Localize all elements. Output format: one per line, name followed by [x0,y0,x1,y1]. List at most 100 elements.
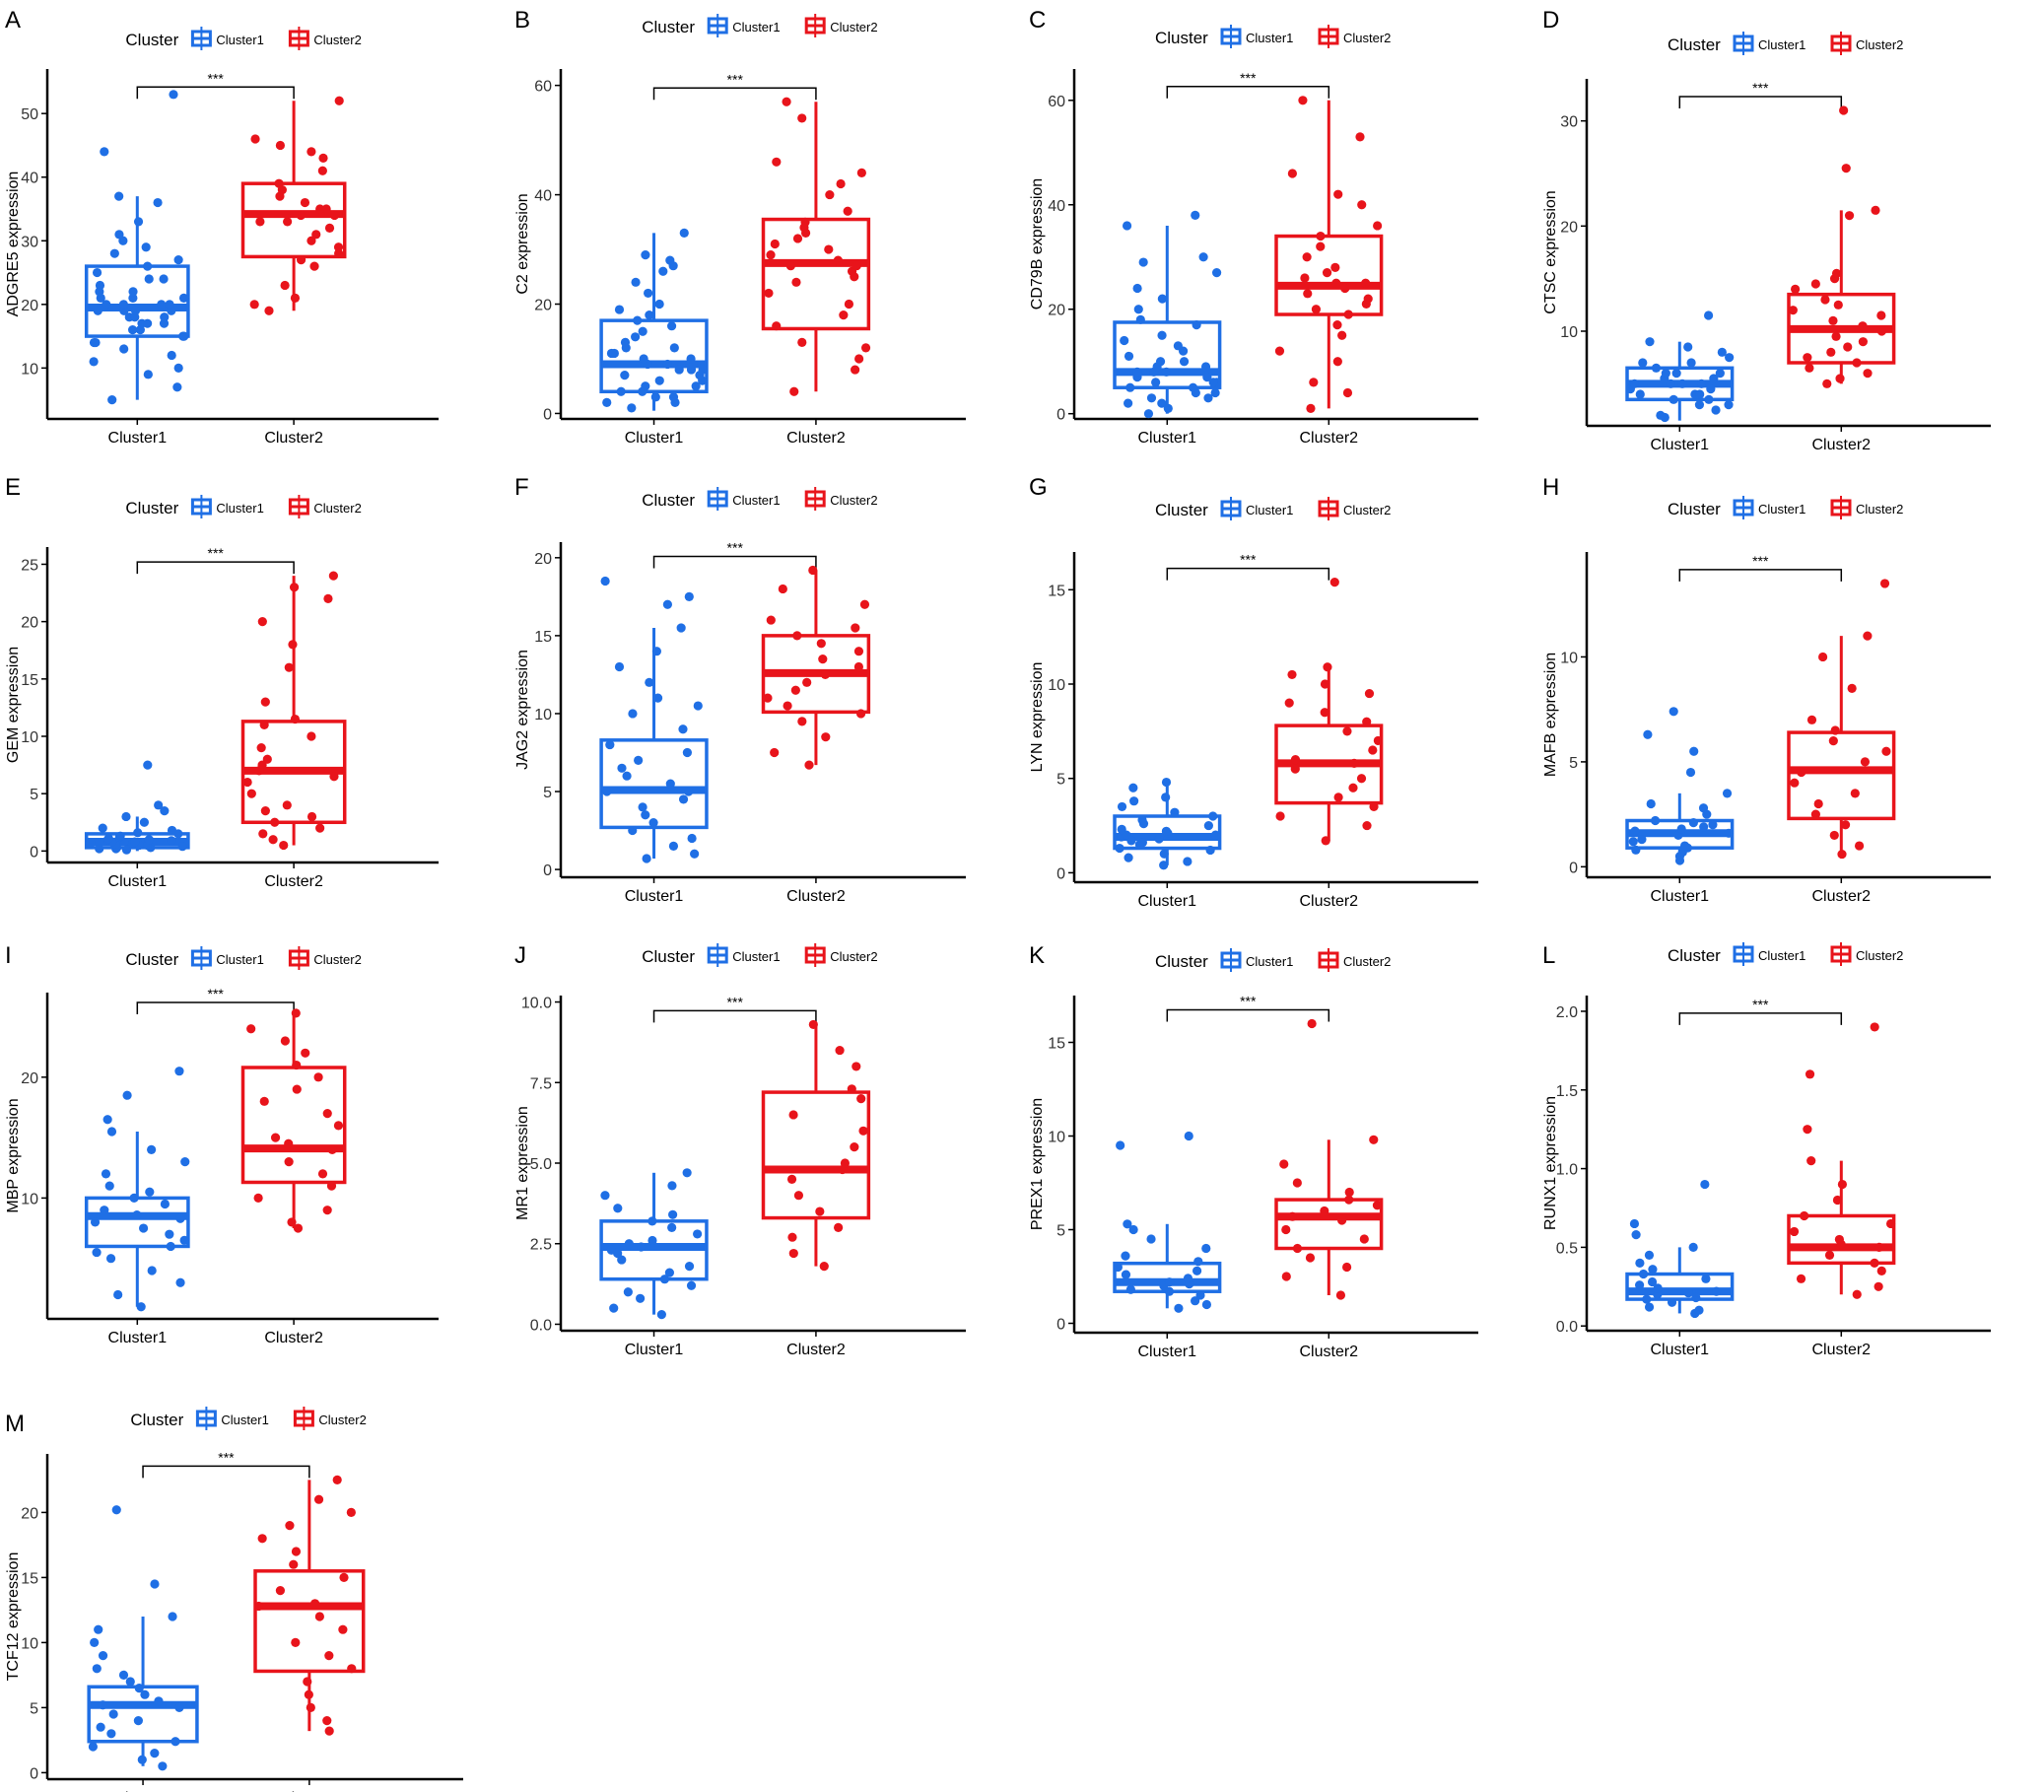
data-point [1159,849,1169,859]
data-point [284,662,294,672]
data-point [770,747,780,758]
legend: Cluster Cluster1 Cluster2 [1668,32,1903,55]
panel-d: D Cluster Cluster1 Cluster2 10 20 30 CTSC expre… [1542,7,1991,453]
data-point [147,1144,157,1154]
data-point [1363,294,1373,304]
data-point [1157,398,1167,408]
data-point [851,623,860,633]
data-point [1841,164,1851,173]
box-cluster2 [253,1475,366,1736]
data-point [1870,1022,1879,1032]
data-point [1835,374,1845,383]
data-point [1790,778,1800,788]
data-point [274,178,284,188]
legend-label: Cluster2 [1343,503,1391,517]
panel-l: L Cluster Cluster1 Cluster2 0.0 0.5 1.0 1.5 2.0 R… [1542,942,1991,1358]
data-point [114,191,124,201]
y-tick-label: 1.5 [1556,1083,1578,1100]
data-point [1320,708,1329,718]
y-tick-label: 10 [1560,650,1578,666]
y-tick-label: 10 [21,1635,38,1652]
data-point [1120,335,1129,346]
data-point [639,354,648,364]
box-iqr [240,1066,347,1185]
data-point [326,1181,337,1191]
data-point [1154,834,1164,844]
data-point [600,576,610,586]
y-tick-label: 20 [21,615,38,632]
data-point [1724,400,1734,410]
data-point [1274,346,1285,356]
data-point [1829,830,1839,841]
data-point [1287,1211,1298,1221]
data-point [667,1222,677,1232]
data-point [167,350,176,361]
data-point [1700,1179,1710,1190]
data-point [256,743,266,753]
data-point [303,1677,312,1687]
data-point [772,321,782,331]
data-point [1858,337,1868,347]
data-point [1323,662,1332,672]
data-point [1635,389,1645,399]
data-point [1303,289,1313,299]
data-point [1854,841,1865,851]
data-point [324,223,335,233]
data-point [613,1204,623,1213]
data-point [1837,1179,1848,1190]
data-point [1373,221,1383,231]
data-point [797,113,807,123]
y-tick-label: 10 [21,361,38,378]
data-point [1637,835,1647,845]
data-point [1157,330,1167,340]
data-point [118,1670,129,1680]
y-tick-label: 1.0 [1556,1162,1578,1179]
data-point [1183,857,1192,866]
data-point [1876,1266,1886,1275]
data-point [329,772,339,782]
data-point [287,1217,297,1227]
y-tick-label: 20 [1048,303,1065,319]
y-tick-label: 10 [1560,324,1578,341]
data-point [1656,410,1666,420]
data-point [1192,320,1201,330]
data-point [624,1239,634,1249]
data-point [1151,378,1161,387]
data-point [143,318,153,328]
data-point [1155,357,1166,367]
significance-bracket [652,87,817,101]
data-point [853,647,864,656]
panel-letter: E [5,474,21,501]
data-point [631,277,641,287]
data-point [318,153,328,163]
legend-label: Cluster2 [1343,954,1391,969]
data-point [283,217,293,227]
data-point [1184,1131,1193,1141]
data-point [175,1213,185,1223]
data-point [1337,330,1347,340]
data-point [651,647,661,656]
box-cluster2 [761,1019,871,1272]
data-point [1342,387,1353,398]
significance-bracket [142,1465,310,1479]
data-point [150,1579,160,1589]
data-point [1281,1272,1291,1281]
significance-label: *** [218,1449,235,1465]
data-point [1133,305,1143,314]
box-cluster1 [84,760,190,855]
data-point [172,382,182,392]
significance-label: *** [727,539,744,555]
data-point [91,337,101,348]
legend-title: Cluster [125,499,178,517]
box-cluster1 [1113,777,1222,870]
legend-title: Cluster [130,1411,183,1429]
data-point [166,1241,175,1252]
legend-key-cluster1 [1220,25,1242,48]
data-point [785,261,795,271]
data-point [1279,1159,1289,1169]
data-point [1669,394,1678,404]
data-point [641,381,650,391]
data-point [847,1084,856,1094]
y-tick-label: 15 [21,1570,38,1587]
legend-label: Cluster1 [1758,37,1806,52]
